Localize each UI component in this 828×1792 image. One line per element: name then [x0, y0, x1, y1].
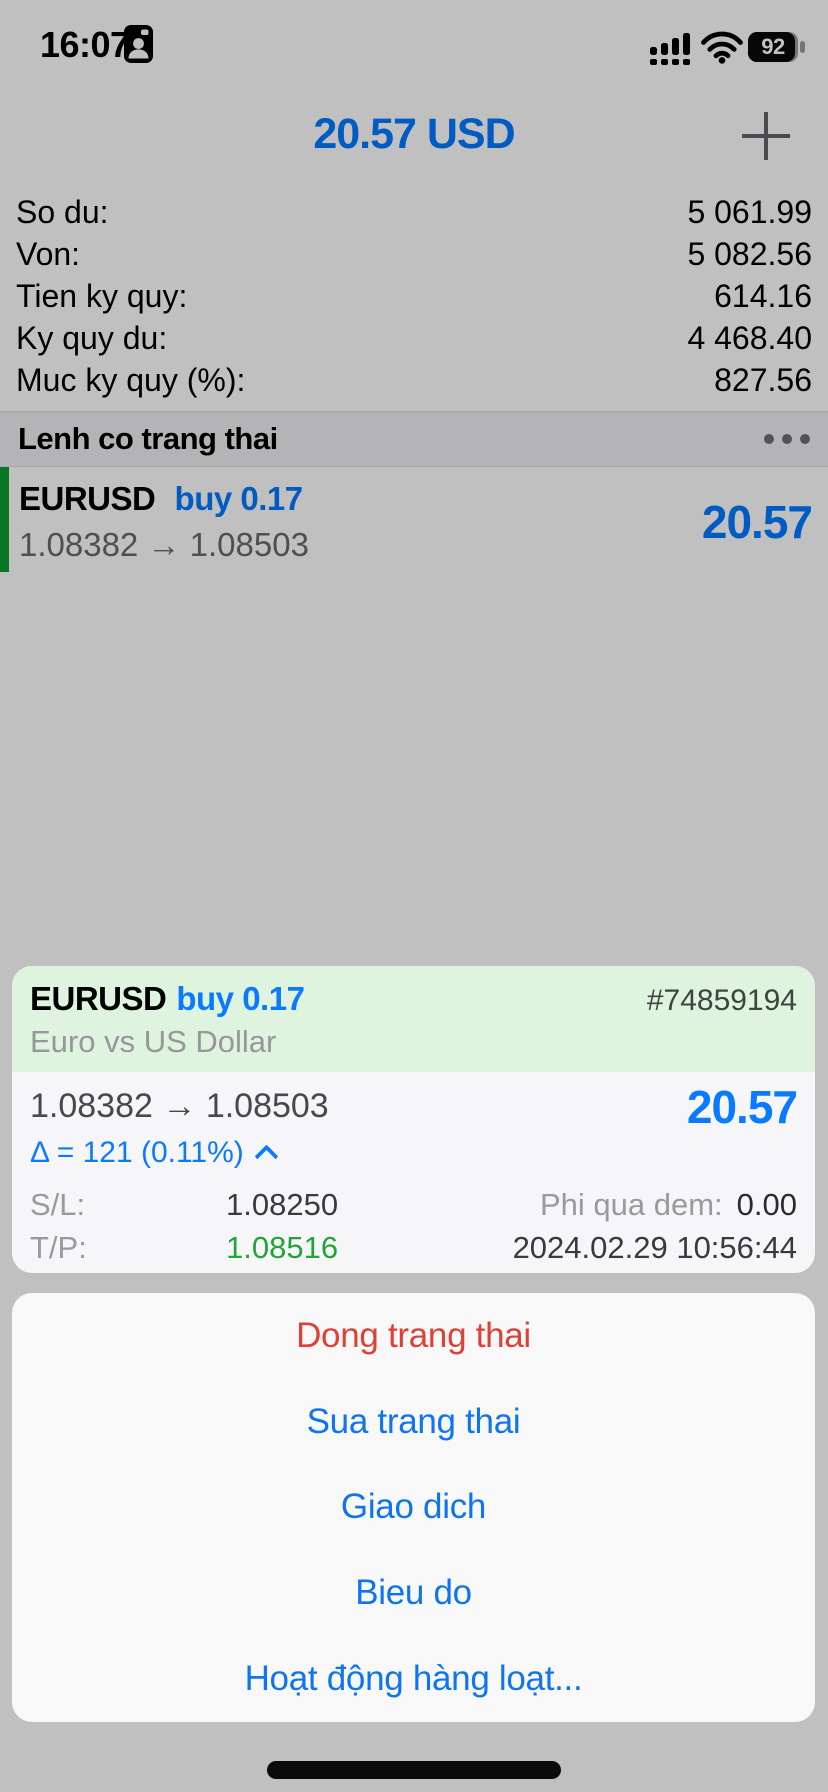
account-summary: So du: 5 061.99 Von: 5 082.56 Tien ky qu…	[0, 191, 828, 401]
menu-item-trade[interactable]: Giao dich	[12, 1465, 815, 1551]
position-profit: 20.57	[701, 496, 813, 548]
swap-label: Phi qua dem:	[539, 1187, 723, 1222]
account-value: 5 082.56	[687, 235, 812, 272]
chevron-up-icon	[254, 1143, 279, 1169]
sl-value: 1.08250	[226, 1187, 339, 1222]
position-side-volume: buy 0.17	[174, 480, 304, 517]
status-bar: 16:07	[0, 0, 828, 90]
delta-row: Δ = 121 (0.11%)	[30, 1136, 797, 1170]
account-row-margin: Tien ky quy: 614.16	[0, 275, 828, 317]
detail-symbol: EURUSD	[30, 980, 167, 1017]
detail-side-volume: buy 0.17	[176, 980, 305, 1017]
detail-prices: 1.08382 → 1.08503	[30, 1086, 797, 1126]
tp-value: 1.08516	[226, 1230, 339, 1265]
take-profit-row: T/P: 1.08516 2024.02.29 10:56:44	[30, 1229, 797, 1267]
account-row-margin-level: Muc ky quy (%): 827.56	[0, 359, 828, 401]
total-profit: 20.57 USD	[313, 110, 515, 158]
contact-card-icon	[124, 25, 153, 68]
position-detail-card: EURUSD buy 0.17 #74859194 Euro vs US Dol…	[12, 966, 815, 1273]
account-label: Tien ky quy:	[16, 277, 188, 314]
account-value: 4 468.40	[687, 319, 812, 356]
account-label: Von:	[16, 235, 81, 272]
position-action-menu: Dong trang thai Sua trang thai Giao dich…	[12, 1293, 815, 1722]
stop-loss-row: S/L: 1.08250 Phi qua dem: 0.00	[30, 1186, 797, 1224]
battery-icon: 92	[748, 32, 805, 62]
detail-card-body: 1.08382 → 1.08503 20.57 Δ = 121 (0.11%) …	[12, 1072, 815, 1267]
home-indicator[interactable]	[267, 1761, 561, 1779]
detail-card-header: EURUSD buy 0.17 #74859194 Euro vs US Dol…	[12, 966, 815, 1072]
detail-profit: 20.57	[686, 1081, 798, 1133]
account-value: 614.16	[714, 277, 812, 314]
account-value: 827.56	[714, 361, 812, 398]
position-prices: 1.08382 → 1.08503	[19, 526, 309, 564]
more-options-icon[interactable]	[764, 428, 810, 450]
account-row-free-margin: Ky quy du: 4 468.40	[0, 317, 828, 359]
account-label: So du:	[16, 193, 109, 230]
account-value: 5 061.99	[687, 193, 812, 230]
account-row-balance: So du: 5 061.99	[0, 191, 828, 233]
current-price: 1.08503	[205, 1087, 329, 1125]
account-label: Muc ky quy (%):	[16, 361, 246, 398]
menu-item-bulk-operations[interactable]: Hoạt động hàng loạt...	[12, 1636, 815, 1722]
swap-value: 0.00	[736, 1187, 797, 1222]
position-title: EURUSD buy 0.17	[19, 480, 303, 518]
delta-value: Δ = 121 (0.11%)	[30, 1136, 244, 1169]
menu-item-chart[interactable]: Bieu do	[12, 1550, 815, 1636]
open-price: 1.08382	[30, 1087, 153, 1125]
menu-item-close-position[interactable]: Dong trang thai	[12, 1293, 815, 1379]
arrow-right-icon: →	[162, 1087, 197, 1125]
section-title: Lenh co trang thai	[18, 421, 278, 456]
clock: 16:07	[40, 24, 130, 65]
positions-section-header: Lenh co trang thai	[0, 411, 828, 467]
ticket-number: #74859194	[646, 984, 797, 1017]
battery-percent: 92	[761, 34, 785, 59]
position-row[interactable]: EURUSD buy 0.17 1.08382 → 1.08503 20.57	[0, 467, 828, 572]
position-symbol: EURUSD	[19, 480, 156, 517]
tp-label: T/P:	[30, 1230, 87, 1265]
wifi-icon	[700, 31, 744, 69]
account-row-equity: Von: 5 082.56	[0, 233, 828, 275]
arrow-right-icon: →	[147, 526, 181, 563]
menu-item-modify-position[interactable]: Sua trang thai	[12, 1379, 815, 1465]
current-price: 1.08503	[189, 526, 309, 563]
add-order-button[interactable]	[742, 112, 790, 160]
sl-label: S/L:	[30, 1187, 86, 1222]
open-time: 2024.02.29 10:56:44	[512, 1230, 797, 1265]
cellular-signal-icon	[648, 33, 694, 70]
open-price: 1.08382	[19, 526, 139, 563]
account-label: Ky quy du:	[16, 319, 168, 356]
symbol-description: Euro vs US Dollar	[30, 1024, 277, 1059]
